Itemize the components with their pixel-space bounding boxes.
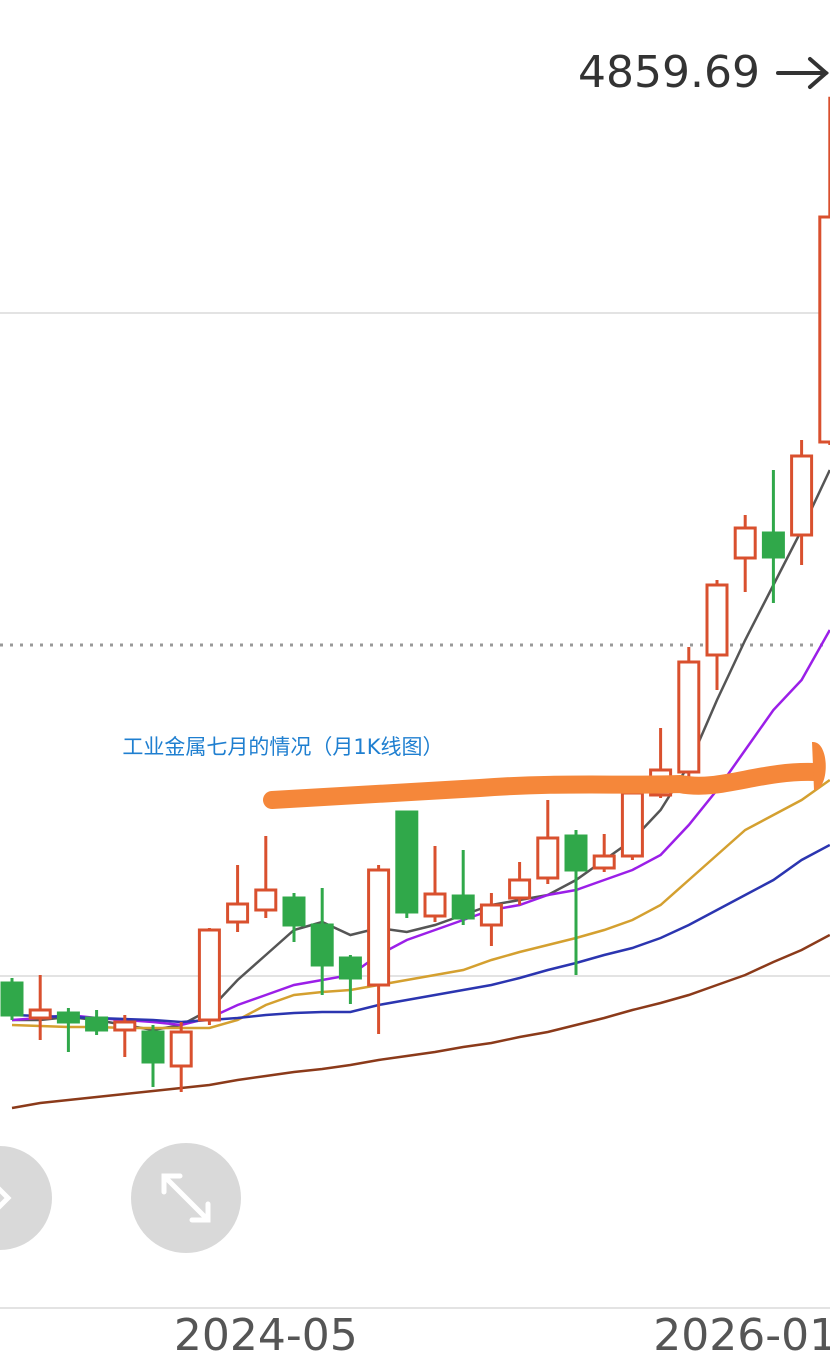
candle-body (479, 903, 503, 927)
candle-body (338, 956, 362, 980)
candle-body (592, 854, 616, 870)
fullscreen-button[interactable] (131, 1143, 241, 1253)
moving-average-line (11, 933, 830, 1110)
candle-body (169, 1030, 193, 1068)
candle-body (85, 1016, 109, 1032)
candle-body (677, 660, 701, 774)
x-tick-label: 2024-05 (174, 1310, 358, 1359)
x-tick-label: 2026-01 (653, 1310, 830, 1359)
plot-area (0, 96, 830, 1110)
candle-body (536, 836, 560, 880)
moving-average-line (11, 629, 830, 1027)
highlight-stroke (263, 762, 824, 809)
candle-body (451, 894, 475, 920)
candle-body (226, 902, 250, 924)
candle-body (761, 531, 785, 559)
moving-average-line (11, 778, 830, 1030)
candle-body (141, 1030, 165, 1064)
nav-button[interactable] (0, 1146, 52, 1250)
max-price-label: 4859.69 (578, 47, 760, 98)
max-arrow (776, 57, 830, 89)
candle-body (423, 892, 447, 918)
candle-body (197, 928, 221, 1022)
candle-body (733, 526, 757, 560)
candle-body (620, 791, 644, 858)
candle-body (367, 868, 391, 987)
candle-body (564, 834, 588, 872)
candle-body (310, 923, 334, 967)
candle-body (254, 888, 278, 912)
candle-body (790, 454, 814, 537)
moving-average-line (11, 843, 830, 1024)
highlight-stroke (812, 741, 826, 790)
candle-body (56, 1011, 80, 1024)
candle-body (395, 810, 419, 914)
annotation: 工业金属七月的情况（月1K线图） (122, 735, 444, 759)
candle-body (113, 1020, 137, 1032)
candle-body (705, 583, 729, 657)
candle-body (0, 981, 24, 1017)
candle-body (28, 1008, 52, 1020)
candle-body (818, 215, 830, 444)
candle-body (508, 878, 532, 900)
candle-body (282, 896, 306, 927)
